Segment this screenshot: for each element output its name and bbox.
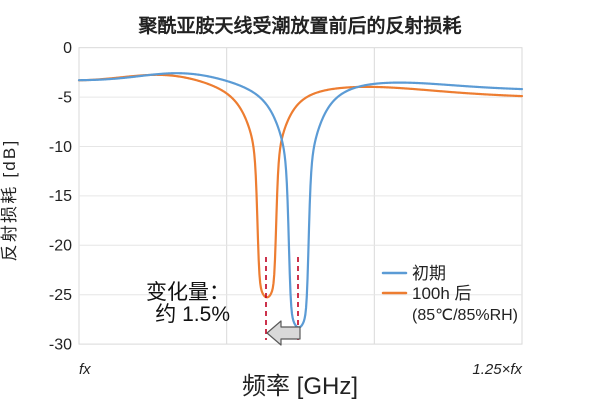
svg-text:-15: -15	[49, 188, 72, 205]
svg-text:100h 后: 100h 后	[412, 284, 472, 303]
svg-text:频率 [GHz]: 频率 [GHz]	[242, 373, 358, 400]
svg-text:约 1.5%: 约 1.5%	[155, 303, 230, 326]
svg-text:初期: 初期	[412, 264, 446, 283]
svg-text:-20: -20	[49, 238, 72, 255]
svg-text:反射损耗 [dB]: 反射损耗 [dB]	[0, 139, 19, 262]
svg-text:-5: -5	[58, 89, 72, 106]
svg-text:0: 0	[63, 40, 72, 57]
svg-text:-25: -25	[49, 287, 72, 304]
svg-text:变化量：: 变化量：	[146, 281, 230, 304]
svg-text:fx: fx	[79, 361, 91, 378]
svg-text:1.25×fx: 1.25×fx	[472, 361, 522, 378]
svg-text:-30: -30	[49, 336, 72, 353]
svg-text:(85℃/85%RH): (85℃/85%RH)	[412, 307, 518, 324]
svg-text:-10: -10	[49, 139, 72, 156]
